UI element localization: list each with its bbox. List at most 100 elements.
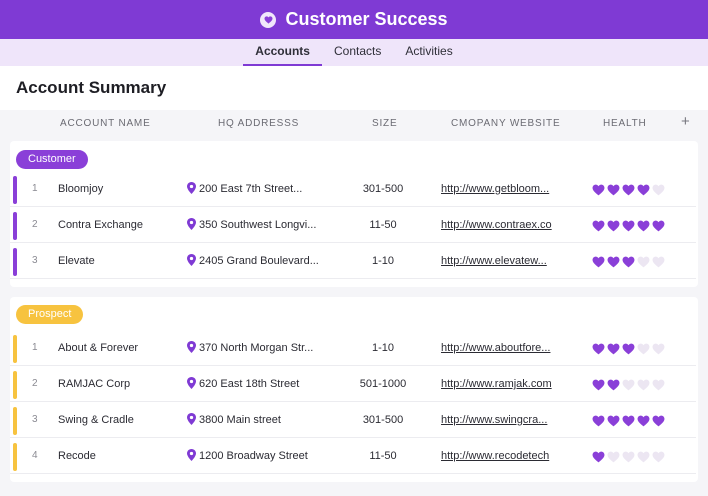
row-color-bar — [13, 371, 17, 399]
row-number: 1 — [32, 342, 38, 353]
app-header: Customer Success — [0, 0, 708, 39]
heart-empty-icon — [652, 379, 665, 391]
location-pin-icon — [187, 341, 196, 356]
row-number: 3 — [32, 255, 38, 266]
health-rating[interactable] — [592, 184, 665, 196]
table-row[interactable]: 3 Elevate 2405 Grand Boulevard... 1-10 http:… — [10, 245, 696, 279]
heart-icon — [260, 11, 277, 28]
hq-address[interactable]: 3800 Main street — [199, 414, 281, 426]
heart-empty-icon — [637, 451, 650, 463]
account-name[interactable]: About & Forever — [58, 342, 139, 354]
column-header-company-website[interactable]: CMOPANY WEBSITE — [451, 118, 561, 129]
company-size[interactable]: 1-10 — [371, 342, 395, 354]
health-rating[interactable] — [592, 343, 665, 355]
location-pin-icon — [187, 182, 196, 197]
heart-filled-icon — [592, 415, 605, 427]
row-number: 2 — [32, 378, 38, 389]
column-header-account-name[interactable]: ACCOUNT NAME — [60, 118, 151, 129]
heart-filled-icon — [607, 343, 620, 355]
column-header-size[interactable]: SIZE — [372, 118, 398, 129]
company-size[interactable]: 301-500 — [362, 183, 404, 195]
heart-filled-icon — [622, 343, 635, 355]
heart-filled-icon — [652, 220, 665, 232]
hq-address[interactable]: 1200 Broadway Street — [199, 450, 308, 462]
group-label-customer[interactable]: Customer — [16, 150, 88, 169]
health-rating[interactable] — [592, 415, 665, 427]
account-name[interactable]: Bloomjoy — [58, 183, 104, 195]
row-color-bar — [13, 248, 17, 276]
add-column-button[interactable]: + — [681, 113, 690, 130]
company-website-link[interactable]: http://www.ramjak.com — [441, 378, 552, 390]
tab-accounts[interactable]: Accounts — [243, 39, 322, 66]
heart-filled-icon — [607, 379, 620, 391]
heart-filled-icon — [592, 379, 605, 391]
column-header-hq-address[interactable]: HQ ADDRESSS — [218, 118, 300, 129]
company-website-link[interactable]: http://www.elevatew... — [441, 255, 547, 267]
heart-filled-icon — [592, 184, 605, 196]
column-header-health[interactable]: HEALTH — [603, 118, 647, 129]
heart-filled-icon — [637, 415, 650, 427]
hq-address[interactable]: 350 Southwest Longvi... — [199, 219, 317, 231]
heart-filled-icon — [607, 415, 620, 427]
location-pin-icon — [187, 413, 196, 428]
group-prospect: Prospect 1 About & Forever 370 North Morga… — [10, 297, 698, 482]
company-website-link[interactable]: http://www.contraex.co — [441, 219, 552, 231]
account-name[interactable]: Recode — [58, 450, 96, 462]
heart-empty-icon — [652, 184, 665, 196]
health-rating[interactable] — [592, 256, 665, 268]
account-name[interactable]: RAMJAC Corp — [58, 378, 131, 390]
company-size[interactable]: 501-1000 — [359, 378, 407, 390]
heart-filled-icon — [622, 256, 635, 268]
company-size[interactable]: 301-500 — [362, 414, 404, 426]
row-number: 3 — [32, 414, 38, 425]
heart-filled-icon — [607, 220, 620, 232]
table-row[interactable]: 4 Recode 1200 Broadway Street 11-50 http://w… — [10, 440, 696, 474]
hq-address[interactable]: 370 North Morgan Str... — [199, 342, 314, 354]
row-color-bar — [13, 335, 17, 363]
heart-empty-icon — [637, 343, 650, 355]
table-row[interactable]: 3 Swing & Cradle 3800 Main street 301-500 ht… — [10, 404, 696, 438]
hq-address[interactable]: 2405 Grand Boulevard... — [199, 255, 319, 267]
heart-empty-icon — [607, 451, 620, 463]
table-row[interactable]: 1 Bloomjoy 200 East 7th Street... 301-500 ht… — [10, 173, 696, 207]
table-row[interactable]: 2 RAMJAC Corp 620 East 18th Street 501-1000… — [10, 368, 696, 402]
health-rating[interactable] — [592, 220, 665, 232]
heart-empty-icon — [622, 379, 635, 391]
group-label-prospect[interactable]: Prospect — [16, 305, 84, 324]
heart-filled-icon — [592, 343, 605, 355]
company-website-link[interactable]: http://www.swingcra... — [441, 414, 548, 426]
heart-filled-icon — [622, 415, 635, 427]
company-website-link[interactable]: http://www.getbloom... — [441, 183, 550, 195]
row-number: 2 — [32, 219, 38, 230]
company-website-link[interactable]: http://www.aboutfore... — [441, 342, 551, 354]
heart-filled-icon — [592, 451, 605, 463]
heart-empty-icon — [637, 256, 650, 268]
account-name[interactable]: Contra Exchange — [58, 219, 143, 231]
heart-filled-icon — [607, 256, 620, 268]
row-number: 4 — [32, 450, 38, 461]
row-number: 1 — [32, 183, 38, 194]
account-name[interactable]: Swing & Cradle — [58, 414, 134, 426]
heart-empty-icon — [622, 451, 635, 463]
health-rating[interactable] — [592, 451, 665, 463]
hq-address[interactable]: 200 East 7th Street... — [199, 183, 303, 195]
nav-tabs: Accounts Contacts Activities — [0, 39, 708, 66]
company-size[interactable]: 11-50 — [369, 450, 397, 462]
heart-filled-icon — [652, 415, 665, 427]
heart-filled-icon — [637, 184, 650, 196]
table-row[interactable]: 1 About & Forever 370 North Morgan Str... 1… — [10, 332, 696, 366]
heart-filled-icon — [592, 220, 605, 232]
company-size[interactable]: 11-50 — [369, 219, 397, 231]
page-title: Account Summary — [0, 66, 708, 110]
group-customer: Customer 1 Bloomjoy 200 East 7th Street...… — [10, 141, 698, 287]
account-name[interactable]: Elevate — [58, 255, 95, 267]
company-size[interactable]: 1-10 — [371, 255, 395, 267]
company-website-link[interactable]: http://www.recodetech — [441, 450, 550, 462]
heart-filled-icon — [622, 184, 635, 196]
health-rating[interactable] — [592, 379, 665, 391]
heart-empty-icon — [652, 451, 665, 463]
table-row[interactable]: 2 Contra Exchange 350 Southwest Longvi... 1… — [10, 209, 696, 243]
tab-contacts[interactable]: Contacts — [333, 44, 382, 58]
tab-activities[interactable]: Activities — [405, 44, 453, 58]
hq-address[interactable]: 620 East 18th Street — [199, 378, 300, 390]
